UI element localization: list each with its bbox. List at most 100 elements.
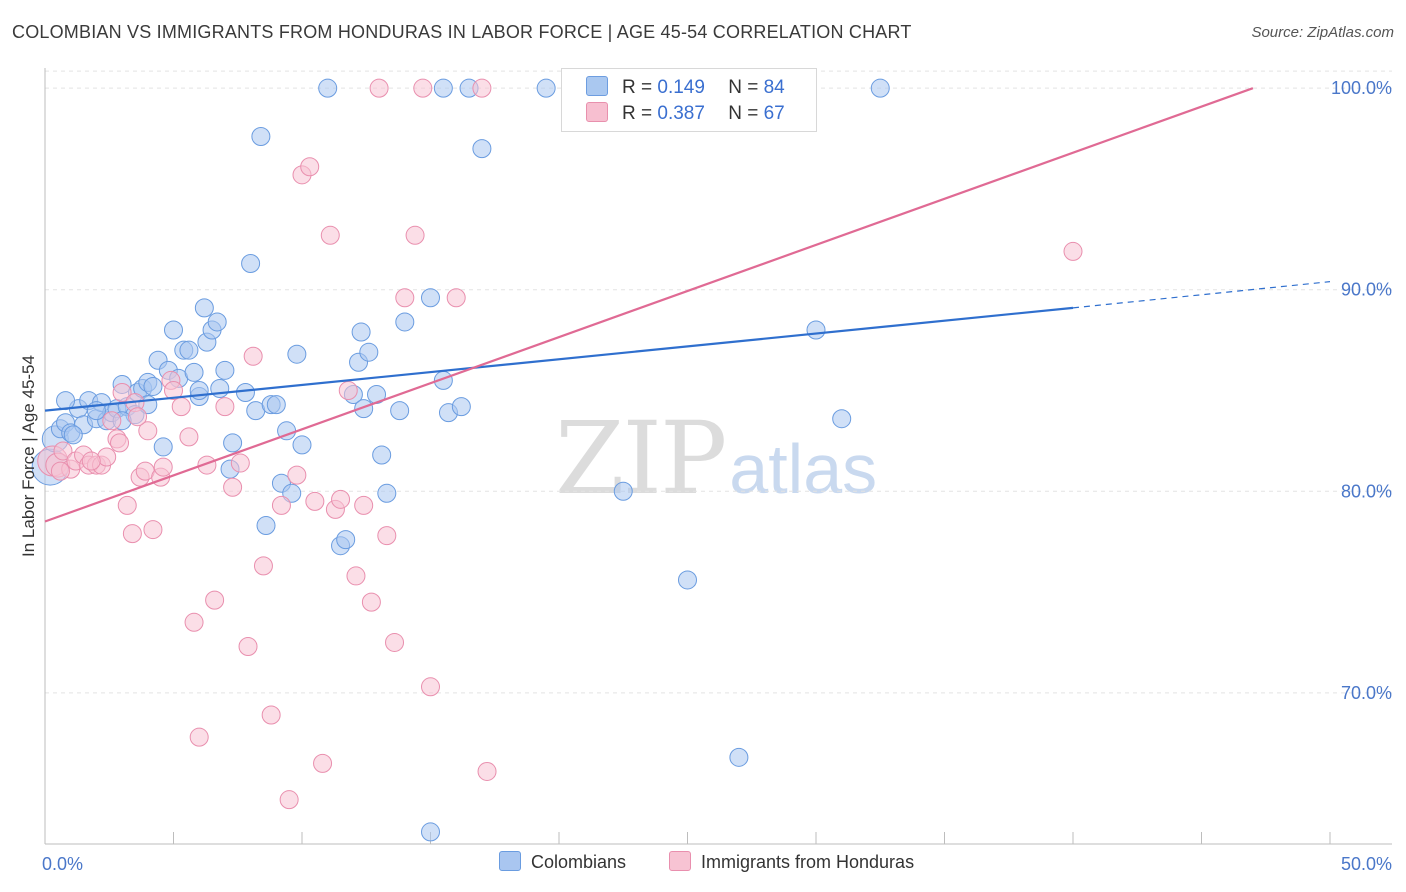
data-point [215, 397, 235, 417]
data-point [421, 822, 440, 842]
chart-title: COLOMBIAN VS IMMIGRANTS FROM HONDURAS IN… [12, 22, 912, 42]
data-point [287, 344, 307, 364]
y-tick-label: 70.0% [1341, 683, 1392, 703]
data-point [832, 409, 852, 429]
data-point [235, 383, 255, 403]
data-point [346, 566, 366, 586]
data-point [451, 397, 471, 417]
data-point [261, 705, 281, 725]
legend-row-colombians: R = 0.149 N = 84 [586, 76, 785, 100]
y-tick-label: 90.0% [1341, 280, 1392, 300]
legend-label-honduras: Immigrants from Honduras [701, 852, 915, 872]
data-point [385, 632, 405, 652]
legend-r-label: R = [622, 103, 653, 124]
data-point [128, 407, 148, 427]
legend-swatch-blue [499, 851, 521, 871]
data-point [413, 78, 433, 98]
legend-row-honduras: R = 0.387 N = 67 [586, 102, 785, 126]
data-point [102, 411, 122, 431]
data-point [279, 790, 299, 810]
data-point [1063, 241, 1083, 261]
legend-r-value: 0.387 [657, 103, 705, 124]
data-point [189, 727, 209, 747]
data-point [336, 530, 356, 550]
data-point [300, 157, 320, 177]
legend-n-label: N = [728, 77, 759, 98]
honduras-points [37, 78, 1083, 810]
legend-swatch-pink [586, 102, 608, 122]
data-point [405, 225, 425, 245]
data-point [305, 491, 325, 511]
legend-swatch-pink [669, 851, 691, 871]
data-point [223, 433, 243, 453]
data-point [354, 495, 374, 515]
data-point [179, 340, 199, 360]
trend-line-colombians [44, 306, 1074, 412]
legend-item-colombians: Colombians [499, 851, 626, 873]
data-point [338, 380, 358, 400]
axes [44, 68, 1392, 845]
data-point [256, 516, 276, 536]
data-point [50, 461, 70, 481]
legend-n-value: 67 [763, 103, 785, 124]
data-point [313, 753, 333, 773]
data-point [53, 441, 73, 461]
legend-label-colombians: Colombians [531, 852, 627, 872]
data-point [318, 78, 338, 98]
data-point [372, 445, 392, 465]
data-point [184, 362, 204, 382]
data-point [205, 590, 225, 610]
watermark: ZIPatlas [555, 400, 877, 517]
data-point [377, 483, 397, 503]
data-point [207, 312, 227, 332]
legend-item-honduras: Immigrants from Honduras [669, 851, 914, 873]
data-point [271, 495, 291, 515]
stats-legend: R = 0.149 N = 84 R = 0.387 N = 67 [561, 68, 817, 132]
y-axis-label: In Labor Force | Age 45-54 [19, 355, 38, 557]
watermark-zip: ZIP [555, 400, 727, 517]
data-point [138, 421, 158, 441]
data-point [81, 451, 101, 471]
data-point [164, 380, 183, 400]
data-point [421, 288, 440, 308]
data-point [243, 346, 263, 366]
data-point [472, 78, 492, 98]
data-point [251, 127, 271, 147]
data-point [729, 747, 749, 767]
data-point [223, 477, 243, 497]
data-point [361, 592, 381, 612]
legend-n-label: N = [728, 103, 759, 124]
data-point [433, 78, 453, 98]
data-point [253, 556, 273, 576]
legend-swatch-blue [586, 76, 608, 96]
data-point [112, 383, 132, 403]
data-point [215, 360, 235, 380]
data-point [110, 433, 130, 453]
legend-r-value: 0.149 [657, 77, 705, 98]
trend-line-colombians-extension [1072, 281, 1331, 309]
data-point [806, 320, 826, 340]
data-point [153, 457, 173, 477]
data-point [184, 612, 204, 632]
trend-line-honduras [44, 87, 1254, 523]
x-tick-label-max: 50.0% [1341, 854, 1392, 874]
grid-lines [45, 70, 1392, 694]
data-point [421, 677, 440, 697]
data-point [377, 526, 397, 546]
data-point [194, 298, 214, 318]
data-point [241, 254, 261, 274]
data-point [238, 636, 258, 656]
data-point [287, 465, 307, 485]
data-point [282, 483, 302, 503]
data-point [266, 395, 286, 415]
data-point [230, 453, 250, 473]
data-point [179, 427, 199, 447]
data-point [292, 435, 312, 455]
y-tick-label: 100.0% [1331, 78, 1392, 98]
data-point [143, 376, 163, 396]
data-point [395, 312, 415, 332]
data-point [153, 437, 173, 457]
data-point [369, 78, 389, 98]
series-legend: Colombians Immigrants from Honduras [0, 851, 1406, 877]
